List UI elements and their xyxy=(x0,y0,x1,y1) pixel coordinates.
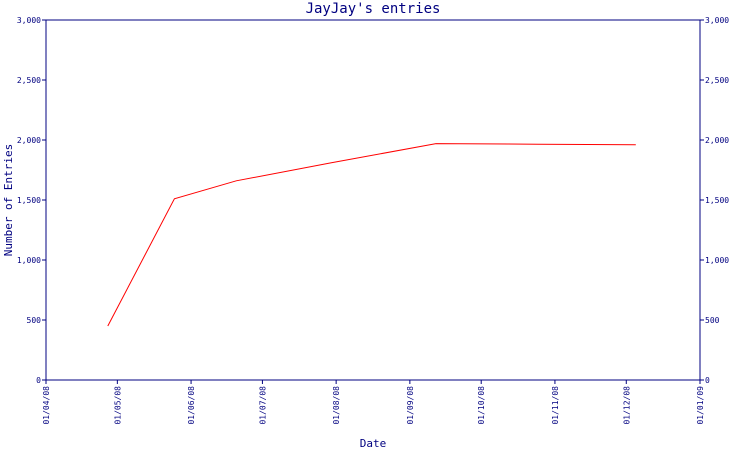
x-tick-label: 01/06/08 xyxy=(187,386,196,425)
y-tick-label-right: 0 xyxy=(705,376,710,385)
y-tick-label-left: 0 xyxy=(36,376,41,385)
y-tick-label-right: 2,000 xyxy=(705,136,729,145)
y-axis-right: 0 500 1,000 1,500 2,000 2,500 3,000 xyxy=(700,16,729,385)
y-tick-label-right: 3,000 xyxy=(705,16,729,25)
y-tick-label-left: 1,000 xyxy=(17,256,41,265)
x-tick-label: 01/10/08 xyxy=(477,386,486,425)
y-tick-label-left: 1,500 xyxy=(17,196,41,205)
x-tick-label: 01/12/08 xyxy=(622,386,631,425)
x-tick-label: 01/09/08 xyxy=(406,386,415,425)
x-axis-label: Date xyxy=(360,437,387,450)
y-tick-label-right: 500 xyxy=(705,316,720,325)
y-tick-label-right: 1,000 xyxy=(705,256,729,265)
chart-title: JayJay's entries xyxy=(306,1,441,17)
y-axis-left: 0 500 1,000 1,500 2,000 2,500 3,000 xyxy=(17,16,46,385)
x-tick-label: 01/07/08 xyxy=(258,386,267,425)
y-tick-label-left: 500 xyxy=(27,316,42,325)
y-axis-label: Number of Entries xyxy=(2,144,15,257)
y-tick-label-left: 2,500 xyxy=(17,76,41,85)
series-group xyxy=(107,143,636,327)
plot-frame xyxy=(45,19,701,381)
series-line xyxy=(107,143,636,327)
y-tick-label-right: 1,500 xyxy=(705,196,729,205)
x-axis: 01/04/08 01/05/08 01/06/08 01/07/08 01/08/08… xyxy=(42,380,705,425)
x-tick-label: 01/04/08 xyxy=(42,386,51,425)
x-tick-label: 01/05/08 xyxy=(113,386,122,425)
y-tick-label-left: 3,000 xyxy=(17,16,41,25)
x-tick-label: 01/11/08 xyxy=(551,386,560,425)
y-tick-label-left: 2,000 xyxy=(17,136,41,145)
x-tick-label: 01/08/08 xyxy=(332,386,341,425)
x-tick-label: 01/01/09 xyxy=(696,386,705,425)
y-tick-label-right: 2,500 xyxy=(705,76,729,85)
